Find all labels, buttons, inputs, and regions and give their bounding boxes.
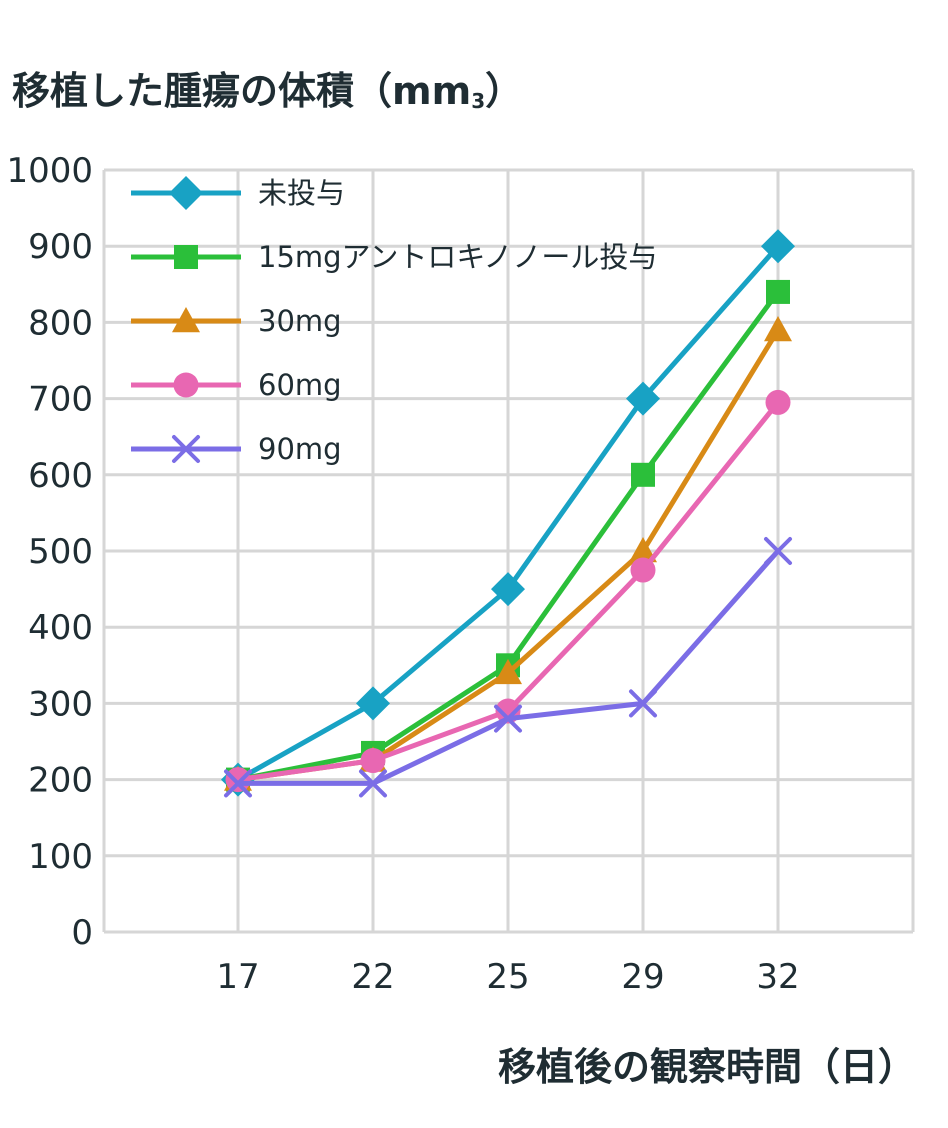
data-point xyxy=(630,557,656,583)
data-point xyxy=(629,537,657,563)
y-tick-label: 600 xyxy=(28,456,93,496)
legend-label: 60mg xyxy=(258,368,342,402)
series-3 xyxy=(225,389,791,793)
data-point xyxy=(761,229,795,264)
data-point xyxy=(494,658,522,685)
legend-item: 30mg xyxy=(131,304,342,338)
data-point xyxy=(764,537,792,565)
legend-label: 未投与 xyxy=(258,176,345,210)
y-tick-label: 100 xyxy=(28,837,93,877)
data-point xyxy=(764,316,792,342)
legend-item: 未投与 xyxy=(131,176,345,210)
series-4 xyxy=(224,537,792,798)
marker-stroke xyxy=(629,689,657,718)
x-tick-label: 22 xyxy=(351,957,394,997)
marker-stroke xyxy=(224,769,252,798)
data-point xyxy=(629,689,657,718)
marker-stroke xyxy=(359,769,387,798)
legend-item: 60mg xyxy=(131,368,342,402)
series-0 xyxy=(221,229,795,797)
y-tick-label: 700 xyxy=(28,380,93,420)
grid xyxy=(102,168,915,934)
y-tick-label: 0 xyxy=(71,913,93,953)
y-tick-label: 1000 xyxy=(6,151,93,191)
marker-stroke xyxy=(172,435,200,463)
marker-stroke xyxy=(764,537,792,565)
y-tick-label: 900 xyxy=(28,227,93,267)
legend-label: 90mg xyxy=(258,432,342,466)
data-point xyxy=(360,748,386,774)
legend-marker xyxy=(172,307,200,333)
y-axis-ticks: 0 100 200 300 400 500 600 700 800 900 1000 xyxy=(6,151,93,953)
data-point xyxy=(494,704,522,733)
legend-marker xyxy=(169,176,203,210)
data-point xyxy=(491,572,525,607)
data-point xyxy=(765,389,791,415)
legend-label: 30mg xyxy=(258,304,342,338)
legend-marker xyxy=(174,245,198,269)
data-point xyxy=(766,279,790,304)
legend-item: 90mg xyxy=(131,432,342,466)
x-axis-ticks: 17 22 25 29 32 xyxy=(216,957,799,997)
series-group xyxy=(221,229,795,798)
data-point xyxy=(626,381,660,416)
y-tick-label: 400 xyxy=(28,608,93,648)
data-point xyxy=(225,767,251,793)
y-tick-label: 800 xyxy=(28,303,93,343)
x-tick-label: 17 xyxy=(216,957,259,997)
data-point xyxy=(224,769,252,798)
x-tick-label: 32 xyxy=(756,957,799,997)
legend-label: 15mgアントロキノノール投与 xyxy=(258,240,657,274)
marker-stroke xyxy=(494,704,522,733)
x-axis-title: 移植後の観察時間（日） xyxy=(497,1045,916,1089)
x-tick-label: 29 xyxy=(621,957,664,997)
y-tick-label: 300 xyxy=(28,684,93,724)
data-point xyxy=(359,769,387,798)
y-axis-title: 移植した腫瘍の体積（mm3） xyxy=(12,69,524,113)
legend-marker xyxy=(172,435,200,463)
legend-marker xyxy=(173,372,199,398)
legend-item: 15mgアントロキノノール投与 xyxy=(131,240,657,274)
data-point xyxy=(631,462,655,487)
y-tick-label: 200 xyxy=(28,761,93,801)
legend: 未投与 15mgアントロキノノール投与 30mg 60mg 90mg xyxy=(131,176,657,466)
y-tick-label: 500 xyxy=(28,532,93,572)
data-point xyxy=(356,686,390,721)
x-tick-label: 25 xyxy=(486,957,529,997)
